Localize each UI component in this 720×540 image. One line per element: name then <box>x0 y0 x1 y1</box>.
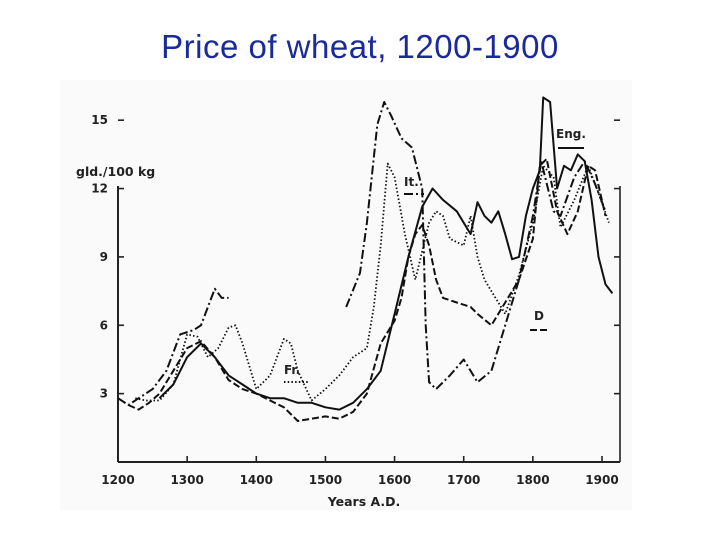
y-tick-label: 9 <box>100 250 108 264</box>
series-label-eng: Eng. <box>556 127 586 141</box>
slide-title: Price of wheat, 1200-1900 <box>161 28 559 65</box>
series-line-fr <box>135 162 610 402</box>
x-tick-label: 1300 <box>170 473 203 487</box>
y-tick-label: 6 <box>100 318 108 332</box>
series-line-it <box>117 287 229 406</box>
x-tick-label: 1200 <box>101 473 134 487</box>
x-tick-label: 1400 <box>240 473 273 487</box>
chart-background <box>60 80 632 510</box>
x-tick-label: 1800 <box>516 473 549 487</box>
series-label-it: It. <box>404 175 419 189</box>
y-tick-label: 12 <box>91 182 108 196</box>
x-tick-label: 1700 <box>447 473 480 487</box>
x-tick-label: 1600 <box>378 473 411 487</box>
x-tick-label: 1500 <box>309 473 342 487</box>
series-label-d: D <box>534 309 544 323</box>
y-axis-label: gld./100 kg <box>76 164 155 179</box>
y-tick-label: 15 <box>91 113 108 127</box>
y-tick-label: 3 <box>100 387 108 401</box>
x-tick-label: 1900 <box>585 473 618 487</box>
x-axis-label: Years A.D. <box>327 494 401 509</box>
series-label-fr: Fr. <box>284 363 300 377</box>
